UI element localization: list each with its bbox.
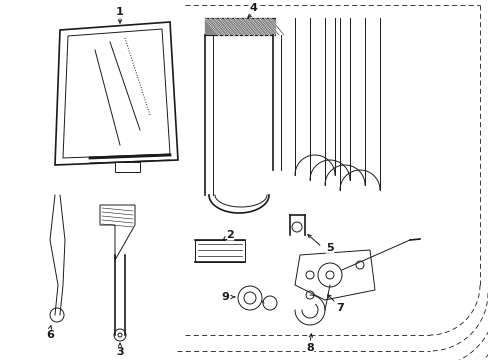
Text: 1: 1 <box>116 7 123 17</box>
Text: 8: 8 <box>305 343 313 353</box>
Text: 2: 2 <box>225 230 233 240</box>
Text: 3: 3 <box>116 347 123 357</box>
Text: 7: 7 <box>335 303 343 313</box>
Text: 4: 4 <box>248 3 256 13</box>
Text: 6: 6 <box>46 330 54 340</box>
Text: 9: 9 <box>221 292 228 302</box>
Text: 5: 5 <box>325 243 333 253</box>
FancyBboxPatch shape <box>195 240 244 262</box>
FancyBboxPatch shape <box>115 162 140 172</box>
